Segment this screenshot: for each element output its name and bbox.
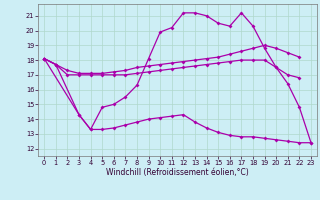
X-axis label: Windchill (Refroidissement éolien,°C): Windchill (Refroidissement éolien,°C) xyxy=(106,168,249,177)
